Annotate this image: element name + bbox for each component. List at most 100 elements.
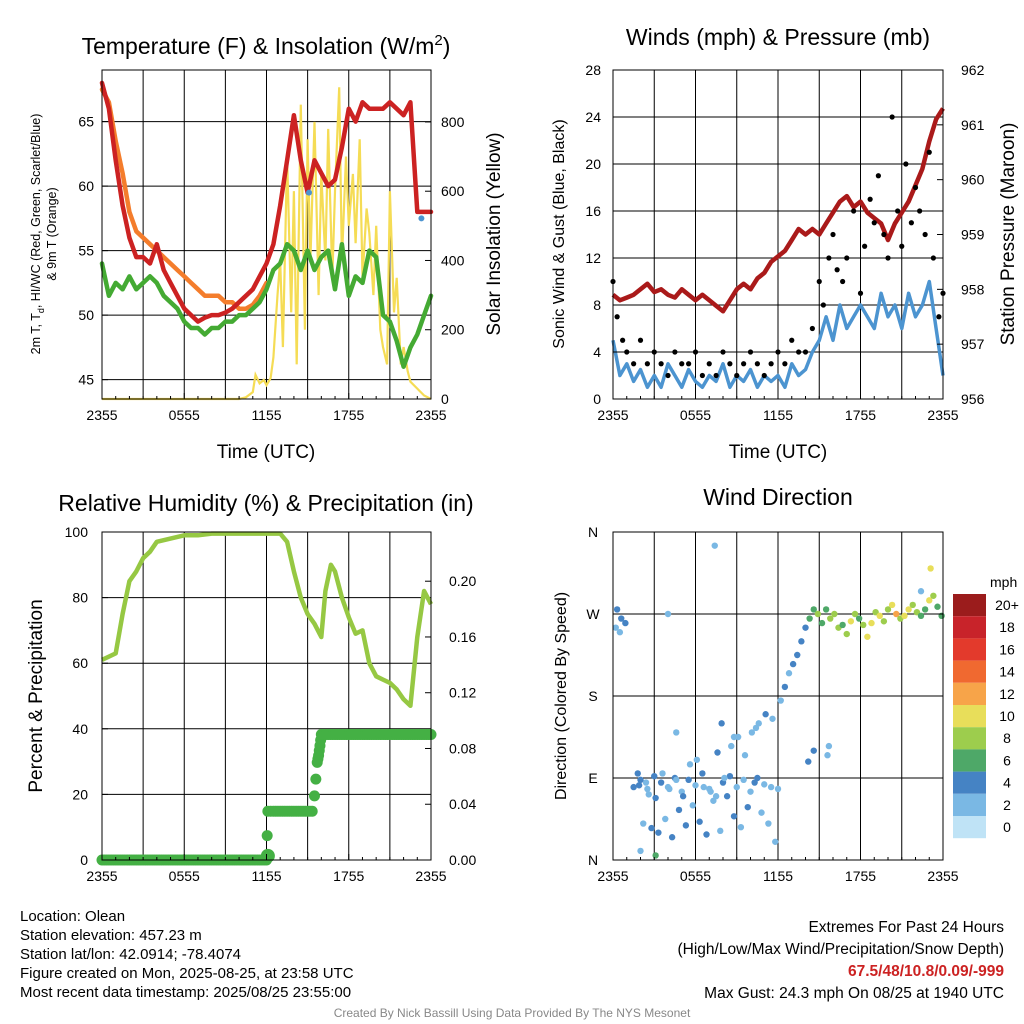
gust-point [686, 361, 692, 367]
wind-direction-point [860, 621, 867, 629]
wind-direction-point [700, 783, 707, 791]
wind-direction-point [851, 610, 859, 618]
wind-direction-point [927, 565, 934, 572]
wind-direction-point [905, 606, 912, 613]
wind-direction-point [909, 601, 916, 609]
wind-direction-point [831, 610, 838, 618]
wind-direction-point [721, 774, 728, 782]
y-tick-label: 80 [72, 590, 88, 606]
wind-direction-point [824, 752, 831, 759]
wind-direction-point [696, 818, 703, 825]
wind-direction-point [703, 831, 710, 838]
y-tick-label: 12 [585, 250, 601, 266]
y2-tick-label: 962 [961, 62, 985, 78]
wind-direction-point [651, 772, 658, 780]
legend-label: 4 [1003, 775, 1011, 791]
gust-point [692, 349, 699, 355]
chart-title: Relative Humidity (%) & Precipitation (i… [58, 490, 473, 516]
gust-point [754, 361, 760, 367]
wind-direction-point [664, 610, 672, 618]
legend-label: 8 [1003, 730, 1011, 746]
y-tick-label: 60 [78, 178, 94, 194]
y-tick-label: 45 [78, 372, 94, 388]
wind-direction-point [758, 809, 765, 816]
wind-direction-point [930, 592, 937, 599]
legend-swatch [953, 749, 986, 772]
gust-point [658, 361, 664, 367]
x-tick-label: 2355 [597, 868, 628, 884]
y2-tick-label: 0.12 [449, 685, 476, 701]
wind-direction-point [888, 601, 896, 609]
gust-point [624, 349, 630, 355]
max-gust-text: Max Gust: 24.3 mph On 08/25 at 1940 UTC [704, 985, 1004, 1002]
wind-direction-point [728, 742, 735, 750]
y-tick-label: S [588, 688, 597, 704]
y2-tick-label: 0 [441, 391, 449, 407]
wind-direction-point [847, 618, 855, 625]
series-line-2 [99, 87, 269, 311]
wind-direction-point [675, 806, 683, 814]
gust-point [885, 255, 891, 261]
wind-direction-point [917, 588, 925, 595]
legend-swatch [953, 771, 986, 794]
gust-point [672, 349, 678, 355]
windchill-point [305, 189, 312, 196]
legend-title: mph [990, 574, 1017, 590]
wind-direction-point [751, 779, 758, 786]
legend-swatch [953, 816, 986, 839]
wind-direction-point [699, 770, 706, 777]
y-tick-label: 50 [78, 307, 94, 323]
legend-swatch [953, 594, 986, 617]
wind-direction-point [616, 629, 624, 636]
wind-direction-point [644, 785, 651, 793]
wind-direction-point [711, 542, 718, 549]
wind-direction-point [622, 619, 629, 627]
wind-direction-point [730, 733, 738, 741]
wind-direction-point [682, 822, 690, 829]
gust-point [713, 372, 719, 379]
legend-label: 6 [1003, 752, 1011, 768]
legend-label: 0 [1003, 819, 1011, 835]
wind-direction-point [657, 779, 665, 786]
y2-tick-label: 959 [961, 227, 985, 243]
y-tick-label: 55 [78, 243, 94, 259]
latlon-text: Station lat/lon: 42.0914; -78.4074 [20, 946, 242, 963]
wind-direction-point [652, 794, 659, 802]
wind-direction-point [692, 782, 699, 789]
wind-direction-point [613, 606, 621, 613]
y-tick-label: 4 [593, 344, 601, 360]
gust-point [840, 278, 846, 285]
gust-point [826, 255, 832, 261]
credit-text: Created By Nick Bassill Using Data Provi… [333, 1006, 691, 1020]
gust-point [651, 349, 657, 355]
gust-point [761, 372, 767, 379]
wind-direction-point [761, 781, 768, 788]
gust-point [899, 243, 905, 249]
wind-direction-point [825, 742, 833, 750]
elevation-text: Station elevation: 457.23 m [20, 927, 202, 944]
y-axis-label-left: Sonic Wind & Gust (Blue, Black) [551, 119, 568, 348]
extremes-title: Extremes For Past 24 Hours [808, 919, 1004, 936]
legend-label: 10 [999, 708, 1015, 724]
gust-point [816, 278, 822, 285]
gust-point [644, 361, 650, 367]
gust-point [775, 349, 781, 355]
wind-direction-point [765, 820, 772, 827]
y2-tick-label: 0.08 [449, 740, 476, 756]
precip-point [306, 805, 318, 817]
wind-direction-point [640, 820, 647, 827]
gust-point [881, 231, 887, 238]
wind-direction-point [635, 782, 643, 789]
y-axis-label-left: Percent & Precipitation [26, 599, 47, 792]
wind-direction-point [747, 788, 754, 795]
gust-point [796, 349, 802, 355]
gust-point [875, 173, 881, 179]
sonic-wind-line [611, 279, 945, 390]
wind-direction-point [630, 783, 637, 791]
y-axis-label-left: 2m T, Td, HI/WC (Red, Green, Scarlet/Blu… [29, 114, 46, 355]
wind-direction-point [827, 615, 834, 622]
wind-direction-point [637, 776, 644, 784]
extremes-block: Extremes For Past 24 Hours (High/Low/Max… [678, 917, 1005, 1005]
wind-direction-point [774, 785, 782, 793]
